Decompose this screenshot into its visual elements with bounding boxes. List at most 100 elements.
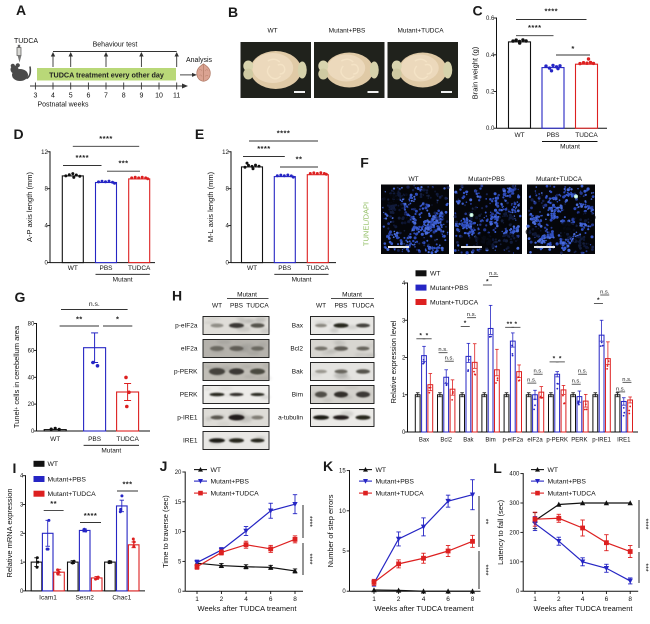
svg-text:Mutant: Mutant bbox=[342, 292, 362, 299]
svg-text:Mutant+PBS: Mutant+PBS bbox=[211, 479, 250, 486]
svg-text:12: 12 bbox=[222, 150, 229, 156]
svg-text:PERK: PERK bbox=[180, 392, 198, 399]
svg-text:n.s.: n.s. bbox=[578, 369, 588, 375]
svg-text:Mutant: Mutant bbox=[101, 448, 121, 455]
svg-text:***: *** bbox=[122, 480, 132, 489]
svg-text:4: 4 bbox=[422, 596, 426, 603]
svg-text:0.6: 0.6 bbox=[486, 16, 495, 22]
svg-text:0: 0 bbox=[225, 261, 229, 267]
svg-text:n.s.: n.s. bbox=[445, 356, 455, 362]
svg-text:Mutant+TUDCA: Mutant+TUDCA bbox=[211, 491, 260, 498]
svg-text:Mutant+PBS: Mutant+PBS bbox=[376, 479, 415, 486]
svg-text:4: 4 bbox=[20, 474, 24, 480]
svg-text:eIF2a: eIF2a bbox=[527, 438, 543, 444]
svg-text:**: ** bbox=[50, 499, 57, 508]
svg-text:0: 0 bbox=[516, 589, 520, 595]
svg-text:n.s.: n.s. bbox=[527, 378, 537, 384]
svg-text:9: 9 bbox=[139, 93, 143, 100]
svg-text:Bax: Bax bbox=[292, 323, 304, 330]
svg-text:2: 2 bbox=[397, 596, 401, 603]
svg-text:Icam1: Icam1 bbox=[39, 595, 57, 602]
svg-text:IRE1: IRE1 bbox=[183, 438, 198, 445]
svg-text:10: 10 bbox=[155, 93, 163, 100]
svg-text:A: A bbox=[16, 2, 26, 18]
svg-text:****: **** bbox=[306, 516, 313, 527]
svg-text:2: 2 bbox=[557, 596, 561, 603]
svg-text:TUDCA: TUDCA bbox=[116, 436, 139, 443]
svg-text:G: G bbox=[15, 289, 26, 305]
svg-text:11: 11 bbox=[173, 93, 180, 100]
svg-text:F: F bbox=[360, 155, 369, 171]
svg-text:*: * bbox=[426, 332, 429, 339]
svg-text:15: 15 bbox=[339, 469, 346, 475]
svg-text:4: 4 bbox=[402, 281, 406, 287]
svg-text:TUDCA: TUDCA bbox=[14, 38, 38, 45]
svg-text:n.s.: n.s. bbox=[533, 369, 543, 375]
svg-text:0: 0 bbox=[178, 589, 182, 595]
svg-text:1: 1 bbox=[20, 560, 24, 566]
svg-text:4: 4 bbox=[244, 596, 248, 603]
svg-text:TUDCA: TUDCA bbox=[352, 303, 375, 310]
svg-text:Latency to fall (sec): Latency to fall (sec) bbox=[496, 499, 505, 565]
svg-text:Relative mRNA expression: Relative mRNA expression bbox=[5, 488, 14, 577]
svg-text:4: 4 bbox=[51, 93, 55, 100]
svg-text:8: 8 bbox=[628, 596, 632, 603]
svg-text:7: 7 bbox=[104, 93, 108, 100]
svg-text:Mutant+TUDCA: Mutant+TUDCA bbox=[430, 299, 479, 306]
svg-text:Relative expression level: Relative expression level bbox=[389, 320, 398, 403]
svg-text:Mutant+PBS: Mutant+PBS bbox=[468, 176, 505, 183]
svg-text:1: 1 bbox=[402, 393, 406, 399]
svg-text:WT: WT bbox=[68, 265, 78, 272]
svg-text:Mutant+TUDCA: Mutant+TUDCA bbox=[397, 28, 444, 35]
svg-text:300: 300 bbox=[509, 501, 520, 507]
svg-text:Bak: Bak bbox=[463, 438, 474, 444]
svg-text:B: B bbox=[228, 4, 238, 20]
svg-text:n.s.: n.s. bbox=[489, 271, 499, 277]
svg-text:***: *** bbox=[118, 159, 128, 168]
svg-text:**: ** bbox=[507, 321, 513, 328]
svg-text:3: 3 bbox=[20, 503, 24, 509]
svg-text:Chac1: Chac1 bbox=[112, 595, 131, 602]
svg-text:****: **** bbox=[545, 7, 558, 16]
svg-text:6: 6 bbox=[446, 596, 450, 603]
svg-text:0: 0 bbox=[342, 589, 346, 595]
svg-text:Bak: Bak bbox=[292, 369, 304, 376]
svg-text:n.s.: n.s. bbox=[572, 379, 582, 385]
svg-text:3: 3 bbox=[33, 93, 37, 100]
svg-text:****: **** bbox=[84, 511, 97, 520]
svg-text:8: 8 bbox=[293, 596, 297, 603]
svg-text:Number of step errors: Number of step errors bbox=[326, 494, 335, 567]
svg-text:10: 10 bbox=[175, 530, 182, 536]
svg-text:100: 100 bbox=[509, 560, 520, 566]
svg-text:1: 1 bbox=[372, 596, 376, 603]
svg-text:Sesn2: Sesn2 bbox=[75, 595, 94, 602]
svg-text:n.s.: n.s. bbox=[600, 290, 610, 296]
svg-text:*: * bbox=[486, 279, 489, 286]
svg-text:WT: WT bbox=[267, 28, 277, 35]
svg-text:20: 20 bbox=[28, 402, 35, 408]
svg-text:WT: WT bbox=[247, 265, 257, 272]
svg-text:Weeks after TUDCA treament: Weeks after TUDCA treament bbox=[534, 604, 634, 613]
svg-text:Weeks after TUDCA treament: Weeks after TUDCA treament bbox=[198, 604, 298, 613]
svg-text:Brain weight (g): Brain weight (g) bbox=[471, 46, 480, 99]
svg-text:4: 4 bbox=[581, 596, 585, 603]
svg-text:****: **** bbox=[277, 129, 290, 138]
svg-text:****: **** bbox=[482, 565, 489, 576]
svg-text:Behaviour test: Behaviour test bbox=[93, 42, 138, 49]
svg-text:WT: WT bbox=[48, 461, 59, 468]
svg-text:E: E bbox=[195, 126, 204, 142]
svg-text:8: 8 bbox=[471, 596, 475, 603]
svg-text:****: **** bbox=[528, 23, 541, 32]
svg-text:PBS: PBS bbox=[546, 132, 560, 139]
svg-text:PBS: PBS bbox=[230, 303, 244, 310]
svg-text:4: 4 bbox=[44, 224, 48, 230]
svg-text:6: 6 bbox=[269, 596, 273, 603]
svg-text:I: I bbox=[13, 460, 17, 476]
svg-text:WT: WT bbox=[514, 132, 524, 139]
svg-text:3: 3 bbox=[402, 318, 406, 324]
svg-text:2: 2 bbox=[220, 596, 224, 603]
svg-text:0: 0 bbox=[402, 430, 406, 436]
svg-text:TUDCA treatment every other da: TUDCA treatment every other day bbox=[49, 71, 164, 80]
svg-text:**: ** bbox=[296, 155, 303, 164]
svg-text:Bim: Bim bbox=[485, 438, 495, 444]
